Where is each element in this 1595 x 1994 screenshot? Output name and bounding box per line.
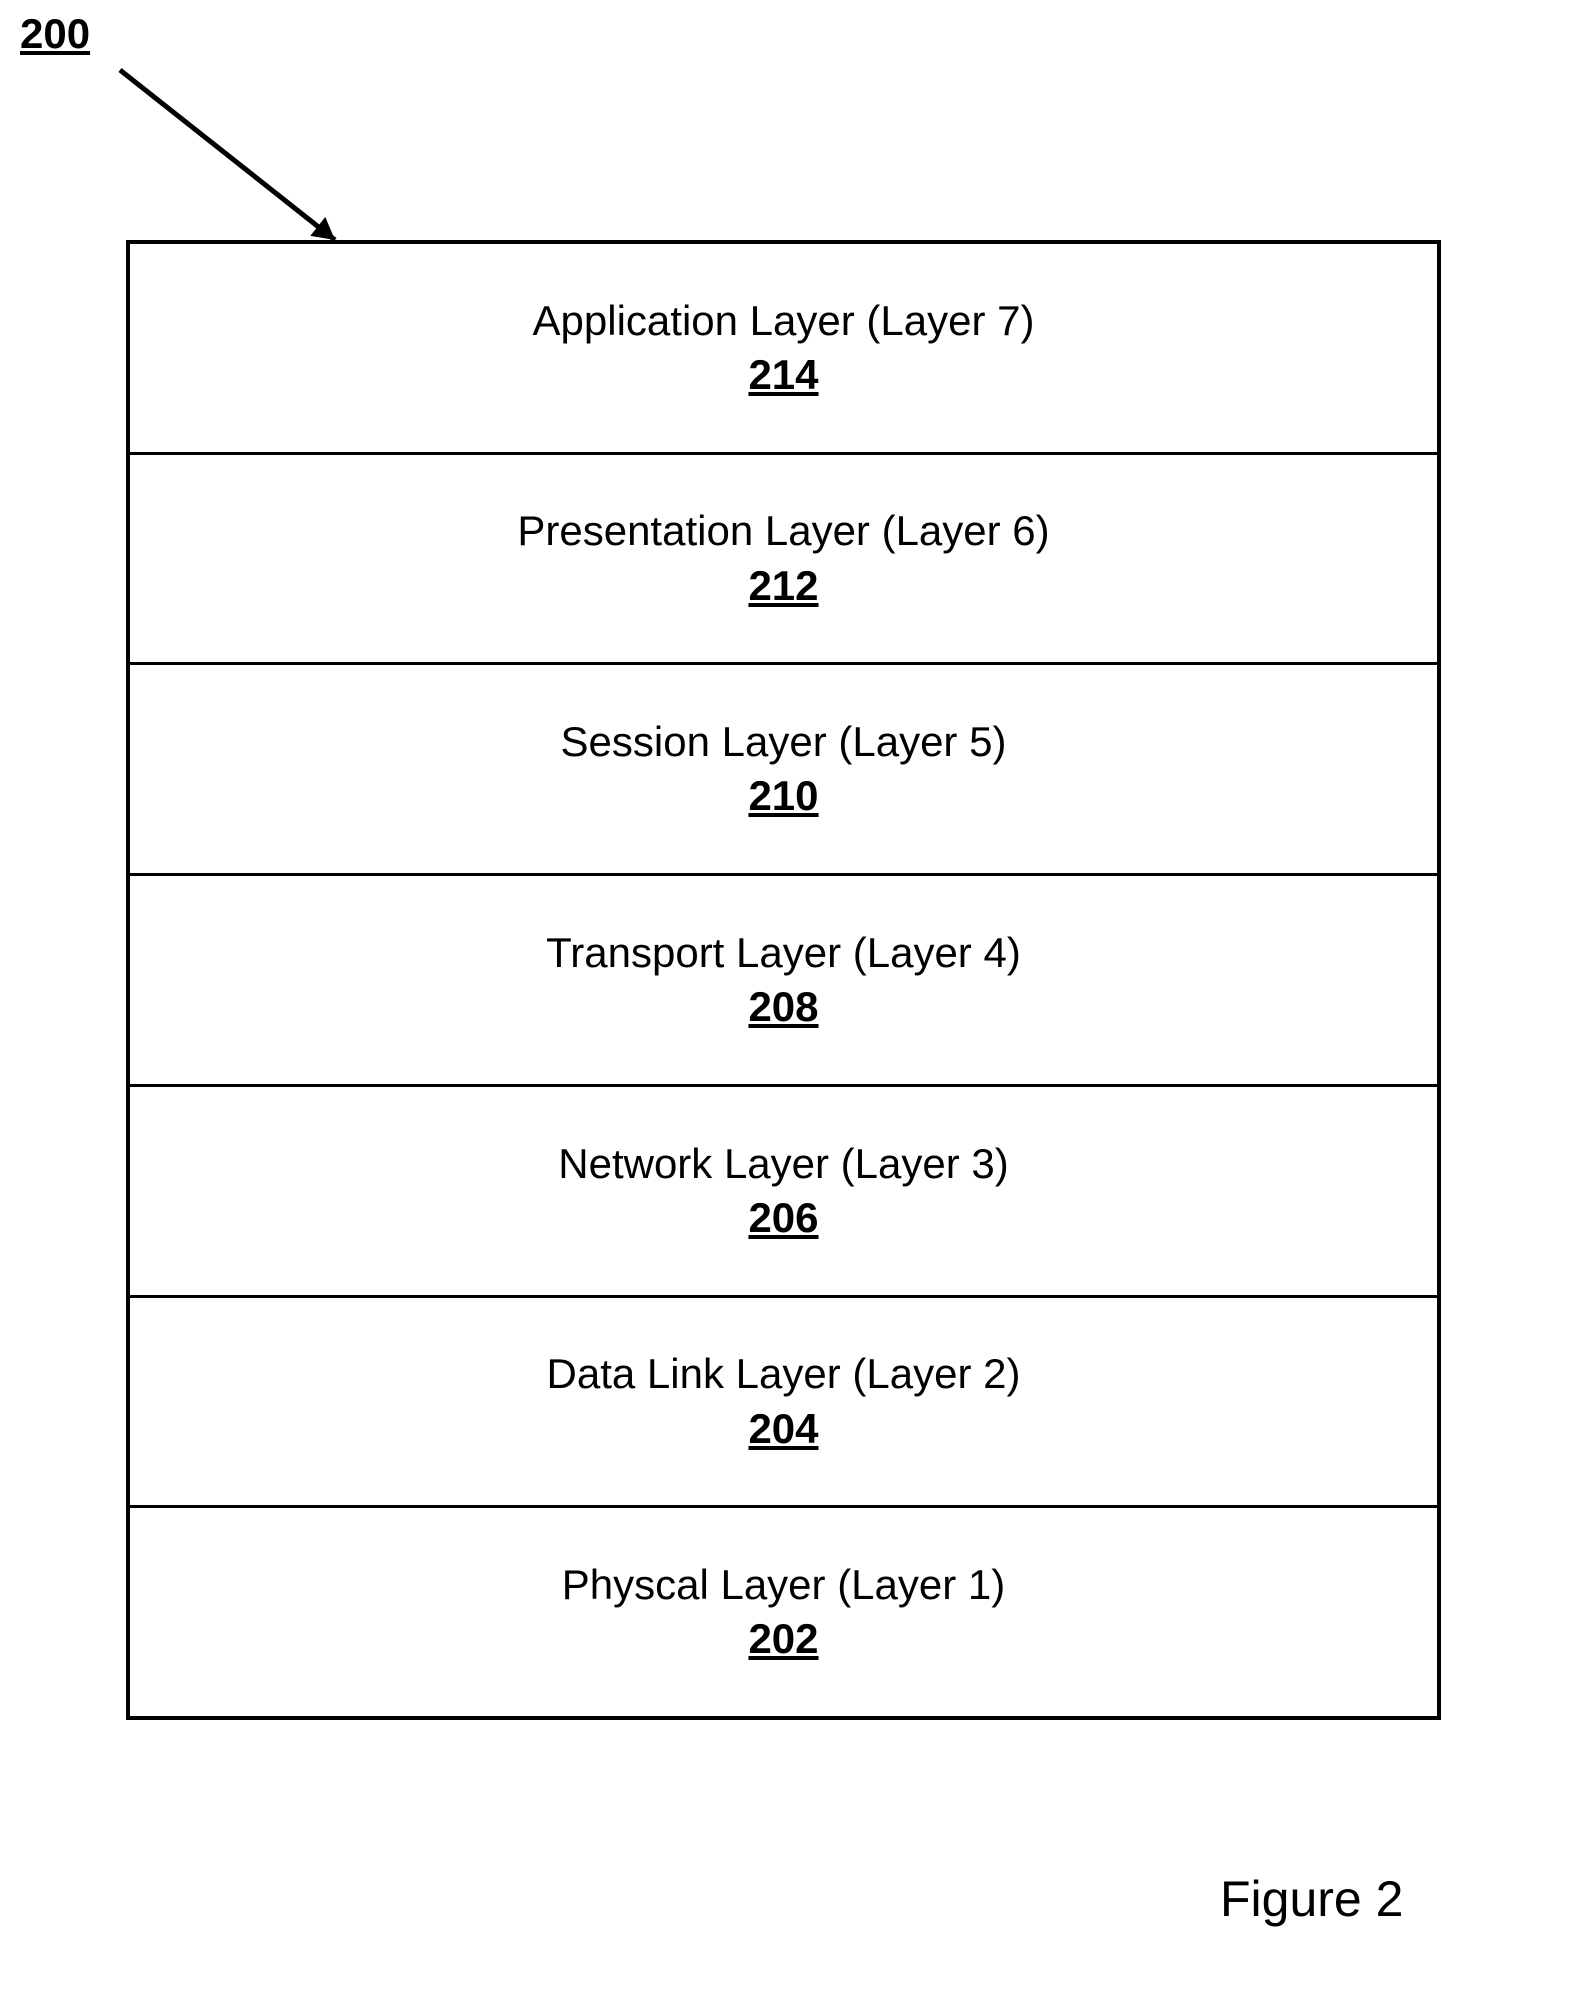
osi-layer-row: Session Layer (Layer 5) 210 [130,662,1437,873]
figure-caption: Figure 2 [1220,1870,1403,1928]
osi-layer-reference-number: 206 [748,1194,818,1242]
osi-layer-row: Network Layer (Layer 3) 206 [130,1084,1437,1295]
osi-layer-reference-number: 210 [748,772,818,820]
pointer-arrow [60,50,380,270]
osi-layer-title: Session Layer (Layer 5) [561,718,1007,766]
osi-layer-reference-number: 214 [748,351,818,399]
osi-layer-row: Transport Layer (Layer 4) 208 [130,873,1437,1084]
osi-layer-row: Physcal Layer (Layer 1) 202 [130,1505,1437,1716]
osi-layer-title: Network Layer (Layer 3) [558,1140,1009,1188]
osi-layer-title: Physcal Layer (Layer 1) [562,1561,1006,1609]
osi-layer-reference-number: 204 [748,1405,818,1453]
osi-layer-title: Presentation Layer (Layer 6) [517,507,1049,555]
osi-layer-title: Data Link Layer (Layer 2) [547,1350,1021,1398]
osi-layer-stack: Application Layer (Layer 7) 214 Presentati… [126,240,1441,1720]
osi-layer-reference-number: 212 [748,562,818,610]
osi-layer-row: Application Layer (Layer 7) 214 [130,244,1437,452]
osi-layer-title: Application Layer (Layer 7) [533,297,1035,345]
osi-layer-row: Presentation Layer (Layer 6) 212 [130,452,1437,663]
osi-layer-reference-number: 202 [748,1615,818,1663]
osi-layer-reference-number: 208 [748,983,818,1031]
osi-layer-row: Data Link Layer (Layer 2) 204 [130,1295,1437,1506]
figure-page: 200 Application Layer (Layer 7)214Presen… [0,0,1595,1994]
osi-layer-title: Transport Layer (Layer 4) [546,929,1021,977]
